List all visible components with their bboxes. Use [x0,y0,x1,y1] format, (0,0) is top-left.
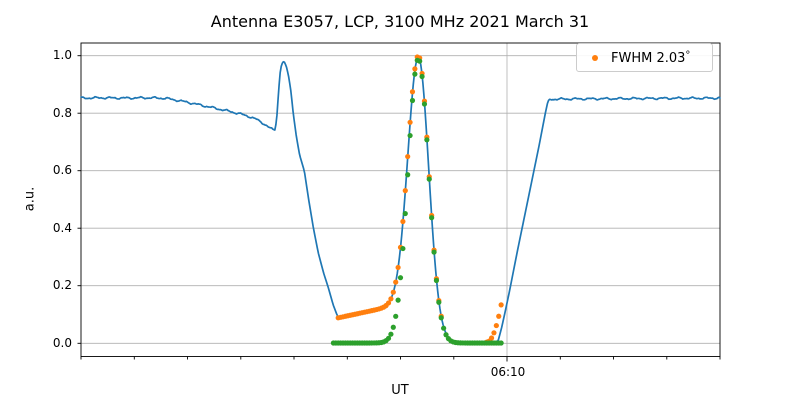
y-tick-label: 0.8 [52,105,72,120]
legend-label: FWHM 2.03° [611,49,691,66]
y-tick-label: 0.4 [52,220,72,235]
legend-box: FWHM 2.03° [576,43,713,72]
y-tick-label: 0.6 [52,163,72,178]
gaussian-fit-dots-series [330,57,504,346]
x-tick-label-0610: 06:10 [490,365,526,379]
legend-degree-unit: ° [685,49,691,61]
chart-title: Antenna E3057, LCP, 3100 MHz 2021 March … [210,12,590,31]
legend-marker-dot-icon [592,54,598,61]
y-tick-label: 0.2 [52,278,72,293]
sample-dots-series [335,54,504,345]
y-tick-label: 0.0 [52,335,72,350]
x-axis-label: UT [391,383,409,398]
y-tick-label: 1.0 [52,48,72,63]
y-axis-label: a.u. [22,186,38,212]
axes-spines [80,42,721,357]
